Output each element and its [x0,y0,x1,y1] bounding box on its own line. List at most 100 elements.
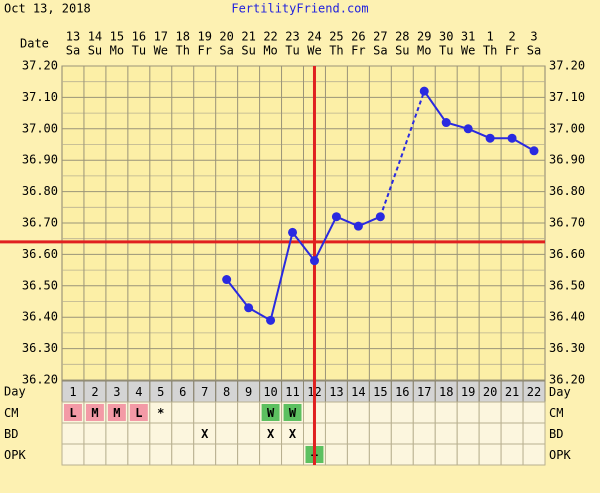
row-cell [171,443,195,466]
weekday-label: Mo [110,44,124,58]
date-label: 22 [263,30,277,44]
row-cell [456,422,480,445]
row-cell [478,422,502,445]
row-cell [215,422,239,445]
row-cell [456,443,480,466]
row-cell [237,422,261,445]
row-cell [281,443,304,466]
temperature-point [441,118,451,128]
y-tick-label: 37.00 [22,121,58,135]
day-row-label: Day [4,385,26,399]
date-label: 16 [132,30,146,44]
y-tick-label: 36.60 [22,247,58,261]
cell-highlight [107,404,126,421]
row-label: CM [4,406,18,420]
weekday-label: Th [483,44,497,58]
temperature-point [288,227,298,237]
row-cell [324,401,348,424]
weekday-label: Fr [351,44,365,58]
temperature-point [331,212,341,222]
row-cell [368,422,392,445]
date-label: 15 [110,30,124,44]
day-label: 19 [461,385,475,399]
weekday-label: Fr [197,44,211,58]
row-cell [324,443,348,466]
day-label: 18 [439,385,453,399]
row-label: BD [4,427,18,441]
row-cell [127,422,151,445]
cell-text: W [289,406,297,420]
row-cell [500,422,524,445]
row-cell [259,443,283,466]
y-tick-label: 37.20 [22,59,58,73]
row-cell [412,422,436,445]
row-cell [127,443,151,466]
row-cell [171,422,195,445]
y-tick-label-right: 36.40 [549,310,585,324]
y-tick-label-right: 37.10 [549,90,585,104]
day-row-label-right: Day [549,385,571,399]
cell-text: X [201,427,209,441]
row-cell [61,443,85,466]
row-label-right: CM [549,406,563,420]
row-cell [478,443,502,466]
date-label: 13 [66,30,80,44]
temperature-point [485,133,495,143]
date-label: 25 [329,30,343,44]
weekday-label: Tu [285,44,299,58]
weekday-label: Su [88,44,102,58]
date-row-label: Date [20,37,49,51]
temperature-point [375,212,385,222]
date-label: 20 [219,30,233,44]
day-label: 4 [135,385,142,399]
row-cell [105,443,129,466]
y-tick-label-right: 36.20 [549,373,585,387]
row-cell [215,443,239,466]
y-tick-label-right: 36.80 [549,184,585,198]
day-label: 5 [157,385,164,399]
date-label: 26 [351,30,365,44]
weekday-label: Tu [132,44,146,58]
row-cell [346,443,370,466]
row-cell [522,443,546,466]
y-tick-label-right: 36.60 [549,247,585,261]
day-label: 10 [263,385,277,399]
cell-text: * [157,406,164,420]
temperature-point [244,303,254,313]
row-cell [83,422,107,445]
row-cell [434,422,458,445]
date-label: 29 [417,30,431,44]
site-name: FertilityFriend.com [231,2,368,16]
weekday-label: Th [329,44,343,58]
y-tick-label: 36.70 [22,216,58,230]
day-label: 8 [223,385,230,399]
date-label: 14 [88,30,102,44]
y-tick-label: 36.50 [22,278,58,292]
row-cell [390,401,414,424]
day-label: 3 [113,385,120,399]
day-label: 17 [417,385,431,399]
y-tick-label: 36.30 [22,341,58,355]
row-cell [456,401,480,424]
chart-date: Oct 13, 2018 [4,2,91,16]
date-label: 2 [508,30,515,44]
y-tick-label: 36.80 [22,184,58,198]
date-label: 1 [486,30,493,44]
row-cell [390,443,414,466]
row-cell [324,422,348,445]
row-cell [434,443,458,466]
row-cell [412,443,436,466]
y-tick-label-right: 36.30 [549,341,585,355]
row-cell [61,422,85,445]
row-cell [434,401,458,424]
temperature-point [463,124,473,134]
row-label-right: OPK [549,448,571,462]
weekday-label: We [154,44,168,58]
day-label: 13 [329,385,343,399]
row-cell [149,422,173,445]
cell-highlight [64,404,82,421]
date-label: 3 [530,30,537,44]
weekday-label: Fr [505,44,519,58]
day-label: 6 [179,385,186,399]
